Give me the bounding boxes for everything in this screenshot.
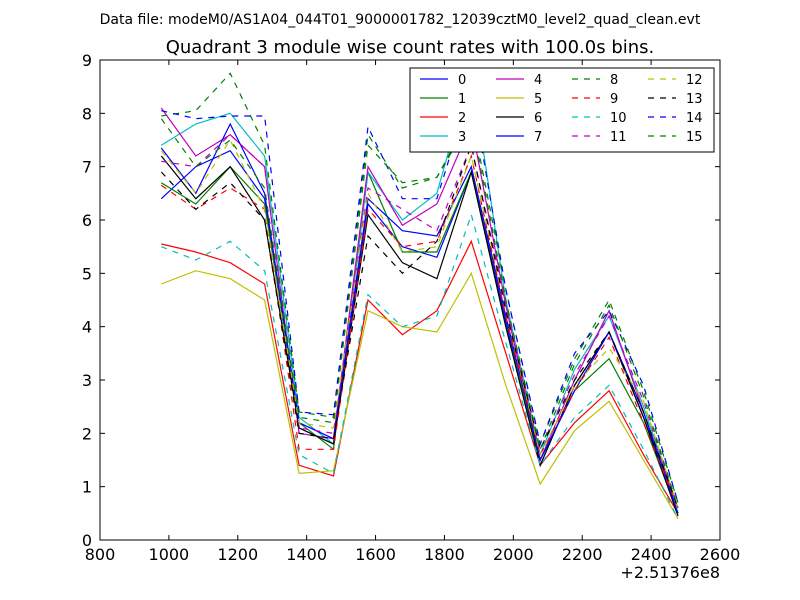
series-line-9	[160, 153, 679, 509]
y-tick-label: 0	[82, 531, 92, 550]
legend-label-1: 1	[458, 92, 466, 107]
y-tick-label: 2	[82, 424, 92, 443]
y-tick-label: 9	[82, 51, 92, 70]
legend-label-15: 15	[686, 130, 703, 145]
legend-label-4: 4	[534, 73, 542, 88]
y-tick-label: 8	[82, 104, 92, 123]
series-line-7	[160, 122, 679, 514]
x-tick-label: 1200	[217, 545, 258, 564]
y-tick-label: 3	[82, 371, 92, 390]
legend-label-3: 3	[458, 130, 466, 145]
y-tick-label: 7	[82, 158, 92, 177]
x-tick-label: 2200	[562, 545, 603, 564]
series-line-1	[160, 165, 679, 514]
series-line-5	[161, 270, 679, 520]
legend-label-0: 0	[458, 73, 466, 88]
suptitle: Data file: modeM0/AS1A04_044T01_90000017…	[100, 12, 701, 28]
x-offset-label: +2.51376e8	[620, 563, 720, 582]
legend-label-7: 7	[534, 130, 542, 145]
series-line-13	[160, 143, 679, 509]
plot-area	[160, 70, 679, 520]
series-line-15	[160, 117, 679, 509]
y-tick-label: 6	[82, 211, 92, 230]
legend-label-2: 2	[458, 111, 466, 126]
x-tick-label: 1600	[355, 545, 396, 564]
legend-label-11: 11	[610, 130, 627, 145]
series-line-8	[161, 72, 679, 503]
y-tick-label: 4	[82, 318, 92, 337]
x-tick-label: 1800	[424, 545, 465, 564]
x-tick-label: 2400	[631, 545, 672, 564]
legend-label-6: 6	[534, 111, 542, 126]
y-tick-label: 5	[82, 264, 92, 283]
legend-label-5: 5	[534, 92, 542, 107]
legend-label-9: 9	[610, 92, 618, 107]
series-line-14	[161, 86, 679, 503]
axis-ticks: 800 1000 1200 1400 1600 1800 2000 2200 2400 2600 0…	[82, 51, 741, 564]
y-tick-label: 1	[82, 478, 92, 497]
series-line-10	[161, 212, 679, 519]
x-tick-label: 2000	[493, 545, 534, 564]
x-tick-label: 2600	[700, 545, 741, 564]
series-line-3	[160, 70, 679, 509]
legend-label-8: 8	[610, 73, 618, 88]
series-line-11	[161, 133, 679, 509]
legend-label-14: 14	[686, 111, 703, 126]
x-tick-label: 1000	[149, 545, 190, 564]
series-line-12	[160, 138, 679, 509]
legend-label-10: 10	[610, 111, 627, 126]
legend-label-12: 12	[686, 73, 703, 88]
legend-label-13: 13	[686, 92, 703, 107]
chart-title: Quadrant 3 module wise count rates with …	[166, 37, 655, 58]
series-line-6	[160, 155, 679, 517]
x-tick-label: 1400	[286, 545, 327, 564]
x-tick-label: 800	[85, 545, 116, 564]
legend-box	[409, 67, 715, 153]
axes-frame	[99, 59, 721, 541]
series-line-2	[161, 239, 679, 514]
